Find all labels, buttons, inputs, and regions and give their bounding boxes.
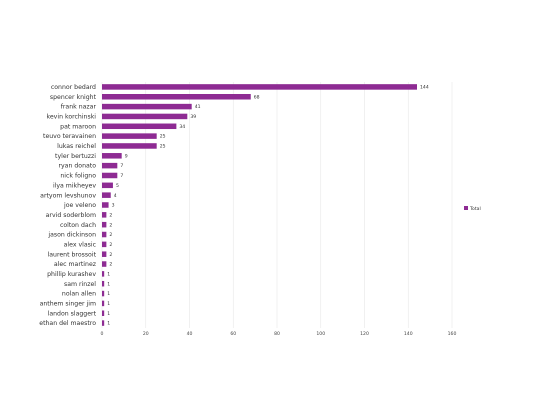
legend-swatch	[464, 206, 468, 210]
category-label: nick foligno	[60, 173, 96, 180]
data-label: 2	[109, 252, 112, 258]
x-tick-label: 60	[230, 331, 236, 337]
bar	[102, 221, 107, 228]
legend: Total	[464, 206, 481, 212]
x-tick-label: 100	[316, 331, 325, 337]
data-label: 1	[107, 271, 110, 277]
data-label: 34	[179, 124, 185, 130]
data-label: 3	[112, 203, 115, 209]
data-label: 144	[420, 85, 429, 91]
category-label: kevin korchinski	[47, 114, 97, 121]
data-label: 7	[120, 173, 123, 179]
category-label: alex vlasic	[64, 241, 97, 248]
bar	[102, 310, 105, 316]
data-label: 39	[190, 114, 196, 120]
data-label: 2	[109, 242, 112, 248]
bar	[102, 271, 105, 277]
x-tick-label: 120	[360, 331, 369, 337]
bar	[102, 103, 192, 110]
x-axis-ticks: 0 20 40 60 80 100 120 140 160	[101, 331, 457, 337]
bar	[102, 251, 107, 257]
grid-lines	[101, 82, 453, 328]
category-label: ryan donato	[58, 163, 96, 170]
bar	[102, 123, 177, 130]
data-label: 25	[160, 134, 166, 140]
bar	[102, 143, 157, 149]
bars	[102, 84, 417, 326]
data-label: 1	[107, 301, 110, 307]
data-label: 7	[120, 163, 123, 169]
category-label: anthem singer jim	[40, 301, 96, 308]
x-tick-label: 0	[101, 331, 104, 337]
data-label: 1	[107, 291, 110, 297]
bar	[102, 241, 107, 248]
category-label: sam rinzel	[64, 281, 96, 288]
category-label: colton dach	[60, 222, 96, 229]
bar	[102, 231, 107, 238]
bar	[102, 182, 113, 189]
bar	[102, 94, 251, 100]
category-label: phillip kurashev	[47, 271, 96, 278]
x-tick-label: 20	[143, 331, 149, 337]
category-label: lukas reichel	[57, 143, 96, 150]
bar	[102, 320, 105, 326]
x-tick-label: 160	[448, 331, 457, 337]
x-tick-label: 140	[404, 331, 413, 337]
category-label: jason dickinson	[47, 232, 96, 239]
category-labels: connor bedard spencer knight frank nazar ke…	[39, 84, 96, 327]
data-label: 1	[107, 311, 110, 317]
data-label: 68	[254, 94, 260, 100]
data-label: 2	[109, 232, 112, 238]
category-label: laurent brossoit	[48, 251, 97, 258]
data-label: 1	[107, 281, 110, 287]
bar	[102, 113, 188, 120]
category-label: spencer knight	[50, 94, 97, 101]
data-label: 25	[160, 144, 166, 150]
category-label: connor bedard	[51, 84, 96, 91]
bar	[102, 300, 105, 307]
bar	[102, 192, 111, 198]
category-label: alec martinez	[54, 261, 96, 268]
category-label: teuvo teravainen	[43, 133, 96, 140]
category-label: landon slaggert	[48, 310, 97, 317]
data-label: 2	[109, 262, 112, 268]
bar	[102, 280, 105, 287]
category-label: ethan del maestro	[39, 320, 96, 327]
category-label: pat maroon	[60, 123, 96, 130]
bar	[102, 172, 118, 179]
category-label: artyom levshunov	[40, 192, 96, 199]
bar	[102, 133, 157, 139]
bar	[102, 153, 122, 159]
data-label: 4	[114, 193, 117, 199]
category-label: ilya mikheyev	[53, 182, 96, 189]
legend-label: Total	[469, 206, 481, 212]
x-tick-label: 80	[274, 331, 280, 337]
category-label: frank nazar	[61, 104, 97, 111]
data-label: 1	[107, 321, 110, 327]
category-label: tyler bertuzzi	[55, 153, 96, 160]
bar	[102, 290, 105, 297]
bar	[102, 202, 109, 208]
data-label: 9	[125, 153, 128, 159]
bar	[102, 261, 107, 267]
category-label: arvid soderblom	[46, 212, 96, 219]
data-label: 2	[109, 222, 112, 228]
category-label: joe veleno	[63, 202, 96, 209]
data-label: 5	[116, 183, 119, 189]
bar	[102, 162, 118, 169]
bar	[102, 212, 107, 218]
data-label: 2	[109, 212, 112, 218]
x-tick-label: 40	[187, 331, 193, 337]
bar	[102, 84, 417, 90]
data-label: 41	[195, 104, 201, 110]
category-label: nolan allen	[62, 291, 96, 298]
